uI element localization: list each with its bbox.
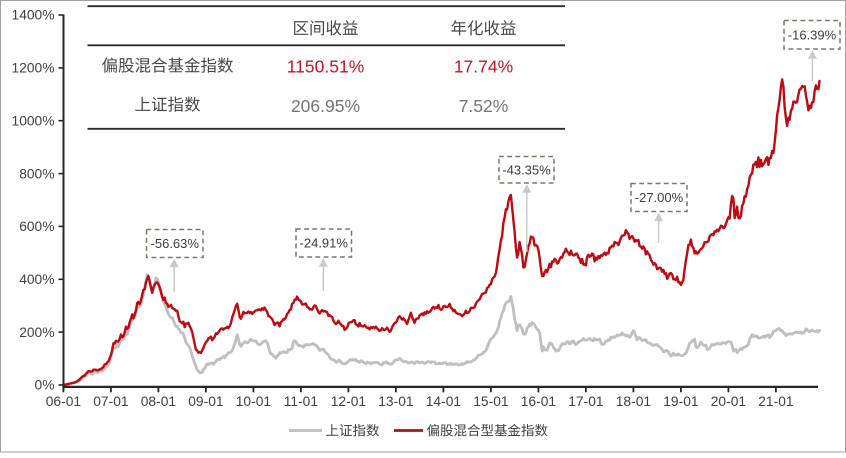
svg-text:20-01: 20-01 [711,394,746,409]
svg-text:-24.91%: -24.91% [300,236,349,251]
svg-text:06-01: 06-01 [46,394,81,409]
svg-text:1400%: 1400% [12,8,55,23]
svg-text:1150.51%: 1150.51% [287,57,365,77]
svg-text:400%: 400% [19,272,54,287]
svg-text:09-01: 09-01 [188,394,223,409]
svg-text:1000%: 1000% [12,113,55,128]
svg-text:7.52%: 7.52% [459,96,509,116]
svg-text:800%: 800% [19,166,54,181]
svg-text:08-01: 08-01 [141,394,176,409]
svg-text:21-01: 21-01 [758,394,793,409]
svg-text:17-01: 17-01 [568,394,603,409]
svg-text:-27.00%: -27.00% [635,190,684,205]
svg-text:-16.39%: -16.39% [788,27,837,42]
svg-text:13-01: 13-01 [378,394,413,409]
svg-text:15-01: 15-01 [473,394,508,409]
svg-text:600%: 600% [19,219,54,234]
svg-text:18-01: 18-01 [616,394,651,409]
svg-text:0%: 0% [35,378,55,393]
svg-text:10-01: 10-01 [236,394,271,409]
svg-text:07-01: 07-01 [93,394,128,409]
svg-text:19-01: 19-01 [663,394,698,409]
svg-text:14-01: 14-01 [426,394,461,409]
svg-text:12-01: 12-01 [331,394,366,409]
svg-text:1200%: 1200% [12,61,55,76]
svg-text:11-01: 11-01 [284,394,318,409]
svg-text:-56.63%: -56.63% [151,236,200,251]
svg-text:17.74%: 17.74% [454,57,513,77]
svg-text:16-01: 16-01 [521,394,556,409]
svg-text:-43.35%: -43.35% [502,162,551,177]
svg-text:206.95%: 206.95% [291,96,360,116]
svg-text:200%: 200% [19,325,54,340]
